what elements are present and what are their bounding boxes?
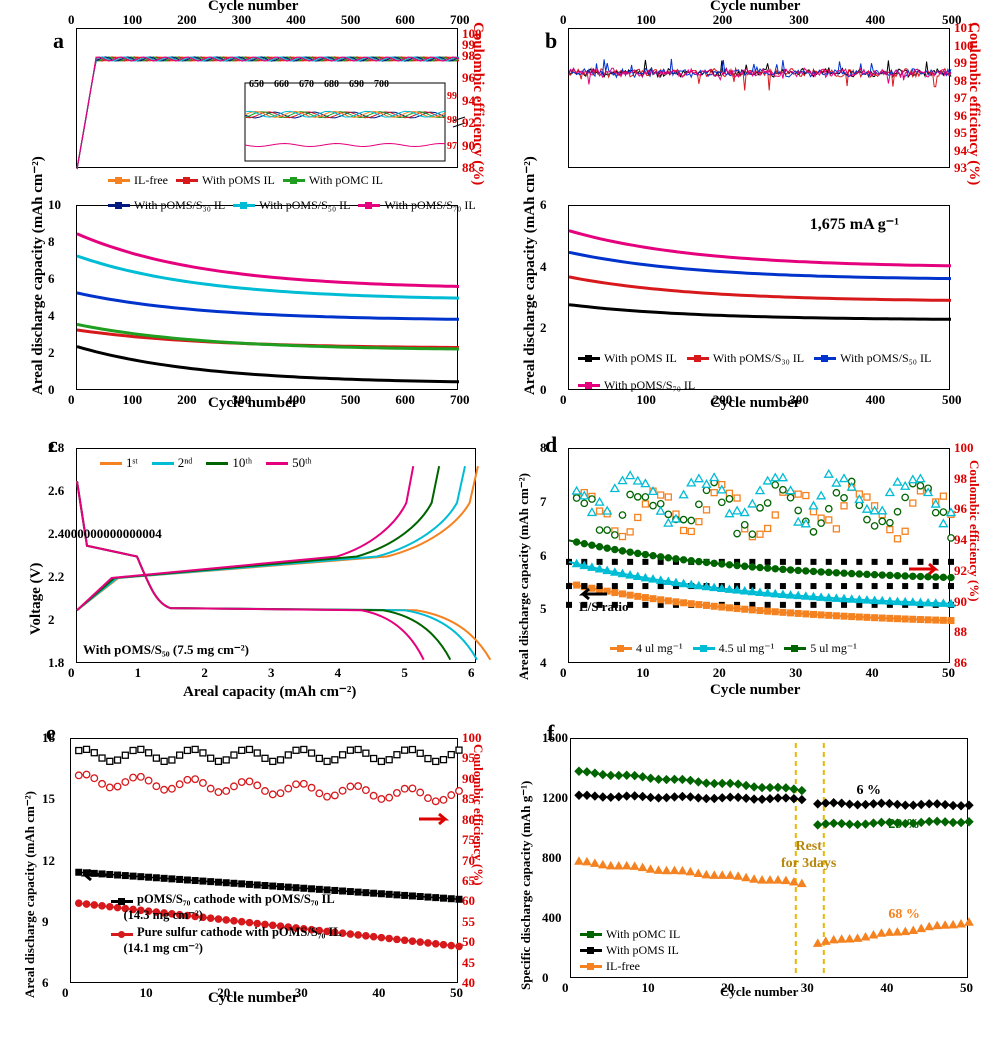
panel-c-legend: 1ˢᵗ2ⁿᵈ10ᵗʰ50ᵗʰ [100, 454, 360, 472]
panel-a-ce-svg [77, 29, 459, 169]
panel-d-legend: 4 ul mg⁻¹4.5 ul mg⁻¹5 ul mg⁻¹ [610, 640, 857, 657]
panel-c-x-label: Areal capacity (mAh cm⁻²) [183, 682, 356, 701]
panel-a-legend: IL-freeWith pOMS ILWith pOMC ILWith pOMS… [108, 172, 488, 214]
panel-e-plot: pOMS/S₇₀ cathode with pOMS/S₇₀ IL (14.3 … [70, 738, 458, 983]
panel-a-label: a [53, 28, 64, 54]
panel-a-yleft-label: Areal discharge capacity (mAh cm⁻²) [28, 156, 47, 395]
panel-f-y-label: Specific discharge capacity (mAh g⁻¹) [518, 781, 534, 990]
panel-a-cap-svg [77, 206, 459, 391]
panel-b-rate-note: 1,675 mA g⁻¹ [810, 214, 899, 234]
panel-d: d Areal discharge capacity (mAh cm⁻²) Co… [500, 430, 985, 705]
panel-f: f Specific discharge capacity (mAh g⁻¹) … [500, 720, 985, 1020]
panel-d-x-label: Cycle number [710, 682, 800, 699]
panel-b-ce-plot [568, 28, 950, 168]
panel-c-plot: With pOMS/S₅₀ (7.5 mg cm⁻²) [76, 448, 476, 663]
panel-a-inset-xt: 650 660 670 680 690 700 [249, 79, 389, 90]
panel-b-legend: With pOMS ILWith pOMS/S₃₀ ILWith pOMS/S₅… [578, 350, 958, 394]
panel-c-svg [77, 449, 477, 664]
panel-b: b Cycle number Coulombic efficiency (%) … [500, 0, 985, 415]
panel-a-inset-yt1: 99 [447, 91, 457, 102]
panel-f-legend: With pOMC ILWith pOMS ILIL-free [580, 926, 680, 975]
panel-c-note: With pOMS/S₅₀ (7.5 mg cm⁻²) [83, 642, 249, 658]
panel-b-ce-svg [569, 29, 951, 169]
panel-e-y-label: Areal discharge capacity (mAh cm⁻²) [22, 791, 38, 998]
panel-b-label: b [545, 28, 557, 54]
panel-a: a Cycle number 650 660 670 680 690 700 [8, 0, 488, 415]
panel-b-yleft-label: Areal discharge capacity (mAh cm⁻²) [520, 156, 539, 395]
panel-a-inset-yt3: 97 [447, 141, 457, 152]
panel-c-y-label: Voltage (V) [28, 563, 45, 635]
panel-a-cap-plot [76, 205, 458, 390]
panel-d-y2-label: Coulombic efficiency (%) [966, 460, 982, 602]
panel-d-es-label: E/S ratio [579, 599, 628, 615]
panel-a-xtop-label: Cycle number [208, 0, 298, 15]
panel-e: e Areal discharge capacity (mAh cm⁻²) Co… [8, 720, 488, 1020]
panel-a-xbottom-label: Cycle number [208, 395, 298, 412]
panel-a-ce-plot: 650 660 670 680 690 700 99 98 97 [76, 28, 458, 168]
panel-f-rest-label: Restfor 3days [781, 839, 836, 873]
panel-c: c Voltage (V) With pOMS/S₅₀ (7.5 mg cm⁻²… [8, 430, 488, 705]
figure-root: a Cycle number 650 660 670 680 690 700 [0, 0, 991, 1039]
panel-a-inset-yt2: 98 [447, 115, 457, 126]
panel-d-y-label: Areal discharge capacity (mAh cm⁻²) [516, 473, 532, 680]
panel-d-plot: E/S ratio [568, 448, 950, 663]
panel-e-legend-text: pOMS/S₇₀ cathode with pOMS/S₇₀ IL (14.3 … [111, 891, 342, 956]
panel-d-svg [569, 449, 951, 664]
